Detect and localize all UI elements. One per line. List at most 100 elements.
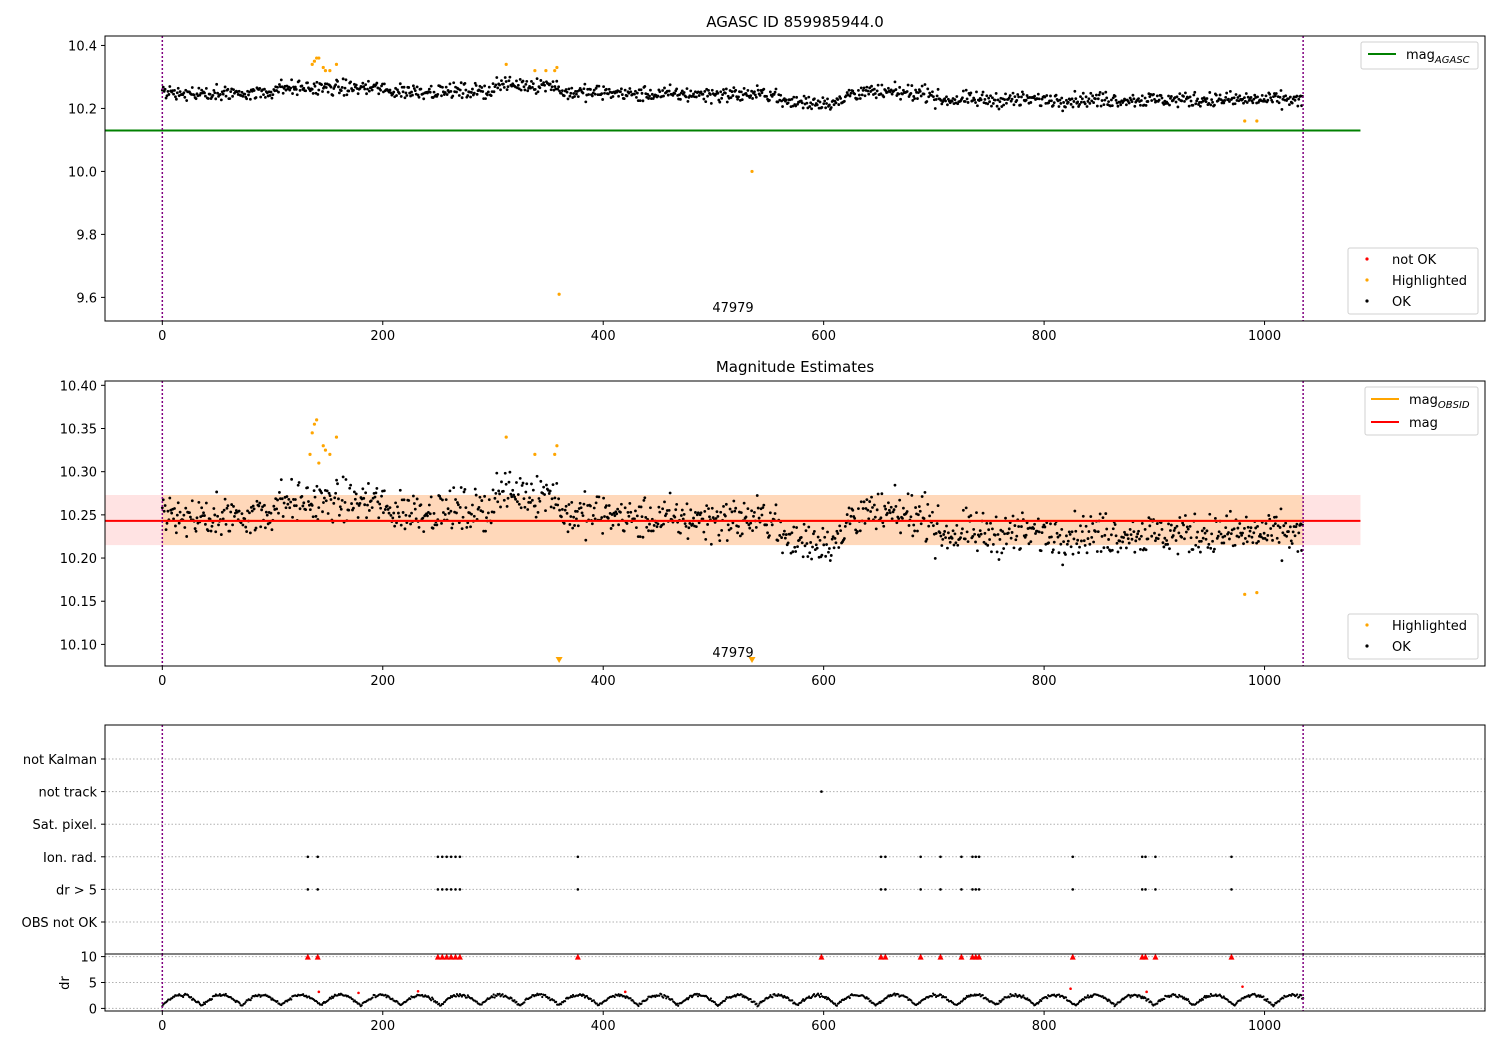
ok-point [515,79,518,83]
ok-point [784,98,788,102]
ok-point [572,515,576,519]
ok-point [526,508,530,511]
ok-point [913,97,917,100]
flag-point [1071,855,1075,859]
ok-point [530,498,534,502]
ok-point [494,83,498,87]
ok-point [1165,539,1169,542]
ok-point [1248,529,1252,533]
ok-point [375,486,379,490]
ok-point [751,529,754,533]
ok-point [507,480,511,484]
ok-point [223,85,227,89]
ok-point [385,504,389,508]
dr-point [570,995,574,999]
ok-point [499,505,502,509]
ok-point [1137,529,1140,533]
dr-point [1108,999,1111,1002]
ok-point [553,496,557,500]
ok-point [774,503,778,507]
ok-point [1146,100,1150,103]
ok-point [642,498,646,502]
x-tick-label: 600 [811,1019,836,1034]
ok-point [1278,95,1282,99]
ok-point [658,90,662,94]
ok-point [839,529,843,533]
ok-point [557,497,561,501]
ok-point [997,107,1001,111]
ok-point [1013,95,1017,98]
ok-point [964,506,968,510]
ok-point [1123,530,1126,534]
ok-point [367,79,370,83]
ok-point [427,87,431,91]
ok-point [495,76,499,79]
ok-point [790,531,794,535]
ok-point [1010,531,1014,534]
ok-point [656,522,660,526]
panel-magnitude-frame [104,380,1486,667]
ok-point [853,517,857,520]
ok-point [978,529,982,533]
ok-point [202,511,205,515]
ok-point [998,100,1002,104]
ok-point [994,515,998,519]
legend-mag-obsid-label: magOBSID [1409,393,1470,411]
panel-magnitude: Magnitude Estimates 0 200 400 600 800 1000 10… [60,358,1486,689]
ok-point [520,484,524,487]
dr-point [709,997,712,1000]
ok-point [1080,100,1083,104]
ok-point [555,481,559,485]
dr-point [1037,1002,1040,1005]
ok-point [435,523,439,527]
ok-point [1060,527,1064,531]
ok-point [805,101,809,105]
dr-point [746,996,749,1000]
ok-point [906,83,910,87]
ok-point [557,85,561,89]
ok-point [523,88,527,92]
dr-point [824,995,828,999]
ok-point [1144,548,1148,552]
ok-point [828,559,832,562]
ok-point [445,93,449,96]
ok-point [1273,94,1277,98]
ok-point [753,93,757,97]
ok-point [1171,534,1175,537]
ok-point [1295,94,1299,98]
ok-point [560,89,564,93]
ok-point [272,504,276,508]
ok-point [332,501,336,505]
ok-point [1236,526,1240,530]
dr-point [515,1000,518,1003]
ok-point [1012,546,1016,550]
ok-point [849,514,853,518]
ok-point [1167,94,1170,98]
ok-point [729,527,733,530]
highlighted-point [555,444,559,448]
ok-point [1020,525,1023,528]
ok-point [208,92,212,96]
ok-point [1259,535,1263,539]
ok-point [746,89,750,92]
ok-point [981,511,985,515]
ok-point [941,537,945,541]
x-tick-label: 200 [370,674,395,689]
ok-point [392,90,396,94]
ok-point [946,103,949,107]
ok-point [217,523,220,527]
ok-point [897,517,901,520]
dr-point [695,992,699,995]
flag-point [977,855,981,859]
ok-point [1084,524,1088,528]
ok-point [973,532,977,536]
ok-point [609,527,613,530]
dr-point [978,993,981,996]
ok-point [500,79,503,83]
ok-point [946,546,949,550]
ok-point [675,87,679,91]
ok-point [715,510,719,514]
ok-point [1020,95,1023,99]
ok-point [1196,530,1199,534]
ok-point [508,75,512,79]
